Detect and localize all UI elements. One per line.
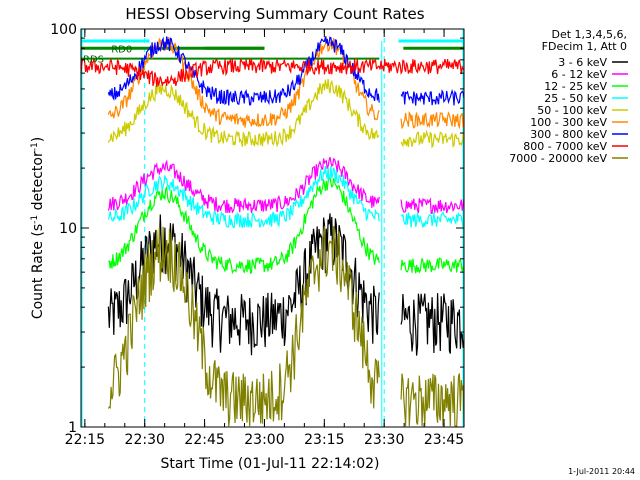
series-line: [80, 56, 465, 88]
x-tick-label: 23:30: [364, 432, 404, 448]
x-tick-label: 23:45: [424, 432, 464, 448]
legend-header: FDecim 1, Att 0: [542, 40, 627, 53]
x-axis-label: Start Time (01-Jul-11 22:14:02): [160, 456, 379, 472]
plot-area: RD0 RDS: [80, 29, 465, 427]
series-line: [107, 156, 465, 215]
series-line: [107, 36, 465, 130]
plot-frame: [80, 28, 465, 428]
legend-entry-label: 3 - 6 keV: [558, 56, 607, 69]
legend-entry-label: 100 - 300 keV: [530, 116, 607, 129]
annotation-label: RDS: [83, 55, 104, 66]
legend-entry-label: 6 - 12 keV: [551, 68, 607, 81]
y-tick-label: 10: [59, 221, 77, 237]
series-line: [108, 174, 465, 275]
annotation-label: RD0: [111, 44, 132, 55]
legend-header: Det 1,3,4,5,6,: [551, 28, 627, 41]
legend: Det 1,3,4,5,6,FDecim 1, Att 0 3 - 6 keV6 …: [509, 28, 628, 165]
series-line: [107, 213, 465, 356]
x-tick-label: 22:15: [65, 432, 105, 448]
axis-ticks: 22:15 22:30 22:45 23:00 23:15 23:30 23:45 1 10 10…: [50, 22, 464, 448]
y-axis-label: Count Rate (s-1 detector-1): [30, 137, 46, 319]
y-tick-label: 1: [68, 420, 77, 436]
chart-title: HESSI Observing Summary Count Rates: [125, 5, 424, 23]
x-tick-label: 22:45: [184, 432, 224, 448]
series-line: [107, 36, 465, 106]
x-tick-label: 23:00: [244, 432, 284, 448]
legend-entry-label: 12 - 25 keV: [544, 80, 607, 93]
legend-entry-label: 25 - 50 keV: [544, 92, 607, 105]
legend-entry-label: 800 - 7000 keV: [523, 140, 607, 153]
series-line: [107, 225, 465, 427]
series-line: [107, 78, 465, 149]
legend-entry-label: 7000 - 20000 keV: [509, 152, 607, 165]
legend-entry-label: 50 - 100 keV: [537, 104, 607, 117]
x-tick-label: 23:15: [304, 432, 344, 448]
x-tick-label: 22:30: [125, 432, 165, 448]
date-stamp: 1-Jul-2011 20:44: [568, 467, 635, 476]
series-line: [107, 165, 465, 229]
y-tick-label: 100: [50, 22, 77, 38]
legend-entry-label: 300 - 800 keV: [530, 128, 607, 141]
